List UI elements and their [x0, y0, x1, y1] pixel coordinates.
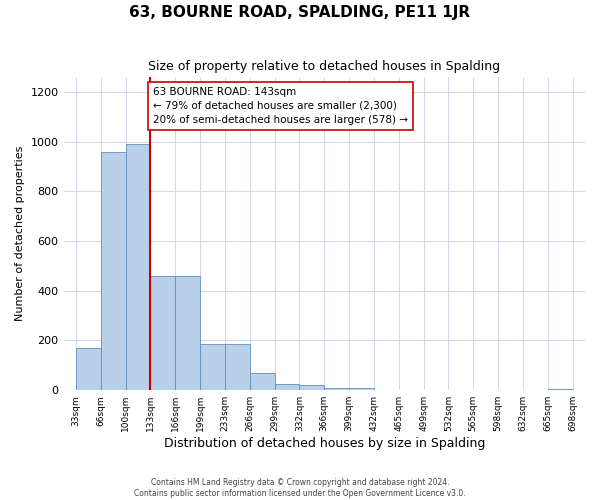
Bar: [548, 389, 572, 390]
Bar: [275, 384, 299, 390]
Title: Size of property relative to detached houses in Spalding: Size of property relative to detached ho…: [148, 60, 500, 73]
Bar: [151, 276, 175, 390]
Bar: [101, 152, 125, 390]
Bar: [76, 348, 101, 390]
Bar: [125, 144, 151, 390]
X-axis label: Distribution of detached houses by size in Spalding: Distribution of detached houses by size …: [164, 437, 485, 450]
Text: Contains HM Land Registry data © Crown copyright and database right 2024.
Contai: Contains HM Land Registry data © Crown c…: [134, 478, 466, 498]
Bar: [324, 388, 349, 390]
Bar: [225, 344, 250, 390]
Bar: [200, 344, 225, 390]
Text: 63 BOURNE ROAD: 143sqm
← 79% of detached houses are smaller (2,300)
20% of semi-: 63 BOURNE ROAD: 143sqm ← 79% of detached…: [153, 87, 408, 125]
Bar: [250, 373, 275, 390]
Bar: [175, 276, 200, 390]
Y-axis label: Number of detached properties: Number of detached properties: [15, 146, 25, 322]
Bar: [349, 388, 374, 390]
Bar: [299, 385, 324, 390]
Text: 63, BOURNE ROAD, SPALDING, PE11 1JR: 63, BOURNE ROAD, SPALDING, PE11 1JR: [130, 5, 470, 20]
